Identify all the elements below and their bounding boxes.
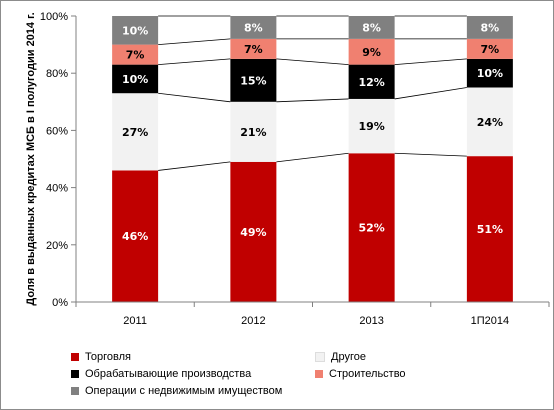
bar-segment [348,38,395,65]
axes [75,16,549,303]
connector-line [276,98,349,103]
y-tick-label: 40% [46,183,68,195]
data-label: 24% [477,116,503,129]
legend-item: Строительство [315,367,406,381]
data-label: 51% [477,223,503,236]
legend-swatch [71,387,79,395]
data-label: 7% [481,43,500,56]
series-connector-lines [158,15,467,171]
connector-line [394,58,467,66]
data-labels: 46% 27% 10% 7% 10% 49% 21% 15% 7% 8% 52% 19% 12% 9% 8%… [122,21,503,243]
data-label: 10% [122,73,148,86]
data-label: 19% [358,120,384,133]
bars [112,16,513,302]
bar-segment [230,161,277,302]
connector-line [276,58,349,66]
bar-segment [348,16,395,39]
data-label: 8% [244,21,263,34]
data-label: 8% [362,21,381,34]
x-tick-label: 2012 [241,315,265,327]
bar-segment [348,98,395,154]
bar-segment [112,16,159,45]
connector-line [276,152,349,163]
x-axis-ticks: 2011 2012 2013 1П2014 [75,302,550,327]
bar-segment [466,38,513,59]
connector-line [394,152,467,157]
legend-item: Другое [315,350,366,364]
legend-item: Операции с недвижимым имуществом [71,384,282,398]
bar-segment [230,101,277,162]
legend-label: Торговля [85,351,131,363]
y-axis-label: Доля в выданных кредитах МСБ в I полугод… [25,12,37,305]
legend-item: Торговля [71,350,131,364]
bar-segment [348,153,395,302]
bar-segment [112,93,159,171]
y-tick-label: 80% [46,68,68,80]
data-label: 10% [122,24,148,37]
bar-segment [466,58,513,88]
data-label: 7% [126,49,145,62]
connector-line [158,58,231,66]
y-tick-label: 20% [46,240,68,252]
legend-label: Строительство [329,368,406,380]
bar-segment [466,16,513,39]
bar-segment [466,156,513,302]
data-label: 9% [362,46,381,59]
legend-label: Операции с недвижимым имуществом [85,385,283,397]
connector-line [158,92,231,103]
x-tick-label: 2011 [123,315,147,327]
x-tick-label: 2013 [359,315,383,327]
bar-segment [112,44,159,65]
legend-label: Обрабатывающие производства [85,368,252,380]
bar-segment [466,87,513,157]
data-label: 7% [244,43,263,56]
data-label: 27% [122,126,148,139]
connector-line [158,38,231,45]
data-label: 21% [240,126,266,139]
bar-segment [348,64,395,99]
bar-segment [230,38,277,59]
bar-segment [112,64,159,94]
data-label: 52% [358,222,384,235]
legend-swatch [315,370,323,378]
data-label: 12% [358,76,384,89]
data-label: 8% [481,21,500,34]
y-axis-ticks: 0% 20% 40% 60% 80% 100% [40,11,76,309]
bar-segment [230,58,277,102]
legend-swatch [315,352,325,362]
y-tick-label: 100% [40,11,68,23]
legend-swatch [71,353,79,361]
data-label: 49% [240,226,266,239]
data-label: 46% [122,230,148,243]
bar-segment [230,16,277,39]
y-tick-label: 0% [52,297,68,309]
y-tick-label: 60% [46,125,68,137]
bar-segment [112,170,159,302]
legend-swatch [71,370,79,378]
connector-line [158,161,231,171]
data-label: 15% [240,74,266,87]
connector-line [394,87,467,100]
legend-label: Другое [331,351,366,363]
legend-item: Обрабатывающие производства [71,367,251,381]
x-tick-label: 1П2014 [471,315,510,327]
data-label: 10% [477,67,503,80]
